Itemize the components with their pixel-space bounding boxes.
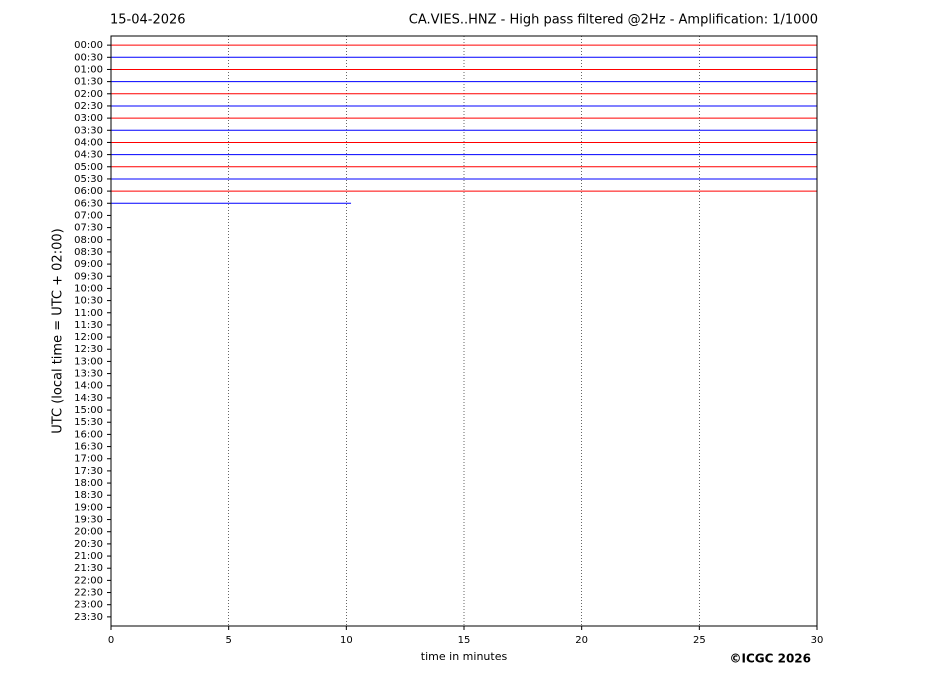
y-tick-label: 09:30 [74, 271, 103, 282]
x-tick-label: 10 [340, 635, 353, 646]
y-tick-label: 13:30 [74, 369, 103, 380]
y-tick-label: 21:00 [74, 551, 103, 562]
y-tick-label: 21:30 [74, 563, 103, 574]
y-tick-label: 04:30 [74, 150, 103, 161]
y-tick-label: 18:30 [74, 490, 103, 501]
x-tick-label: 20 [575, 635, 588, 646]
y-tick-label: 01:30 [74, 77, 103, 88]
y-tick-label: 23:30 [74, 612, 103, 623]
y-tick-label: 17:30 [74, 466, 103, 477]
y-tick-label: 10:00 [74, 283, 103, 294]
y-tick-label: 07:00 [74, 210, 103, 221]
y-tick-label: 14:30 [74, 393, 103, 404]
x-tick-label: 0 [108, 635, 114, 646]
y-tick-label: 02:00 [74, 89, 103, 100]
y-tick-label: 08:00 [74, 235, 103, 246]
y-tick-label: 15:00 [74, 405, 103, 416]
copyright: ©ICGC 2026 [729, 652, 811, 666]
y-tick-label: 15:30 [74, 417, 103, 428]
y-tick-label: 03:30 [74, 125, 103, 136]
chart-title: CA.VIES..HNZ - High pass filtered @2Hz -… [409, 13, 818, 28]
y-tick-label: 11:30 [74, 320, 103, 331]
y-tick-label: 23:00 [74, 600, 103, 611]
x-tick-label: 15 [458, 635, 471, 646]
x-tick-label: 5 [225, 635, 231, 646]
x-axis-label: time in minutes [421, 650, 508, 663]
y-tick-label: 06:00 [74, 186, 103, 197]
y-axis-label: UTC (local time = UTC + 02:00) [51, 228, 66, 433]
y-tick-label: 19:00 [74, 502, 103, 513]
y-tick-label: 16:00 [74, 429, 103, 440]
y-tick-label: 20:00 [74, 527, 103, 538]
y-tick-label: 05:00 [74, 162, 103, 173]
x-tick-label: 30 [811, 635, 824, 646]
y-tick-label: 07:30 [74, 223, 103, 234]
y-tick-label: 05:30 [74, 174, 103, 185]
y-tick-label: 14:00 [74, 381, 103, 392]
y-tick-label: 16:30 [74, 442, 103, 453]
y-tick-label: 10:30 [74, 296, 103, 307]
y-tick-label: 11:00 [74, 308, 103, 319]
y-tick-label: 00:30 [74, 52, 103, 63]
y-tick-label: 06:30 [74, 198, 103, 209]
y-tick-label: 22:00 [74, 575, 103, 586]
y-tick-label: 13:00 [74, 356, 103, 367]
y-tick-label: 22:30 [74, 588, 103, 599]
y-tick-label: 12:30 [74, 344, 103, 355]
y-tick-label: 20:30 [74, 539, 103, 550]
y-tick-label: 03:00 [74, 113, 103, 124]
y-tick-label: 17:00 [74, 454, 103, 465]
date: 15-04-2026 [110, 13, 186, 28]
x-tick-label: 25 [693, 635, 706, 646]
y-tick-label: 19:30 [74, 515, 103, 526]
y-tick-label: 01:00 [74, 64, 103, 75]
y-tick-label: 18:00 [74, 478, 103, 489]
y-tick-label: 08:30 [74, 247, 103, 258]
y-tick-label: 02:30 [74, 101, 103, 112]
y-tick-label: 04:00 [74, 137, 103, 148]
y-tick-label: 09:00 [74, 259, 103, 270]
y-tick-label: 00:00 [74, 40, 103, 51]
plot-frame [110, 35, 818, 627]
y-tick-label: 12:00 [74, 332, 103, 343]
